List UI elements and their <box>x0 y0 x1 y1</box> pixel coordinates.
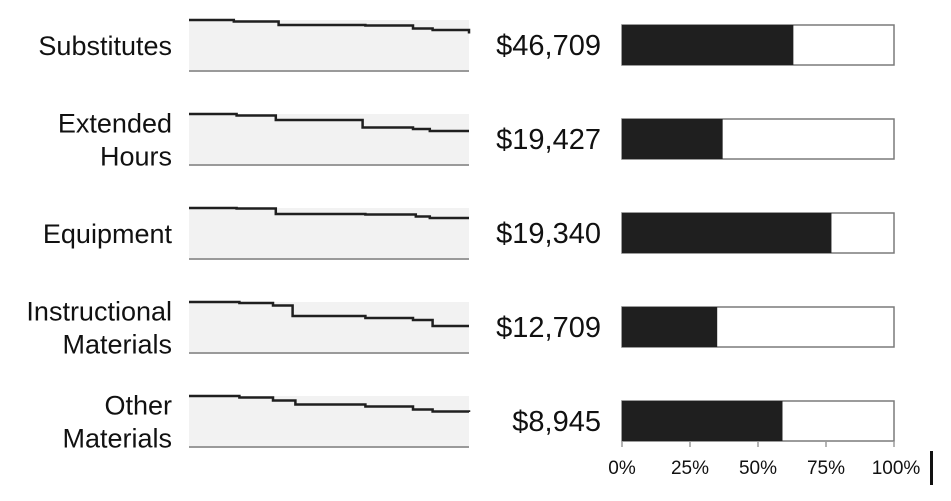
category-label: Hours <box>100 142 172 172</box>
sparkline-line <box>189 112 469 133</box>
sparkline-line <box>189 206 469 220</box>
category-label: Other <box>104 391 172 421</box>
x-tick-label: 100% <box>872 458 921 479</box>
x-axis: 0% 25% 50% 75% 100% <box>608 441 920 479</box>
category-label: Equipment <box>43 219 173 249</box>
sparkline-line <box>189 18 471 34</box>
category-label: Materials <box>62 424 172 454</box>
sparkline-line <box>189 394 471 413</box>
bar-fill <box>622 401 783 441</box>
category-label: Extended <box>58 109 172 139</box>
sparkline-background <box>189 302 469 352</box>
amount-label: $46,709 <box>496 30 601 62</box>
x-tick-label: 50% <box>739 458 777 479</box>
category-label: Substitutes <box>38 31 172 61</box>
text-cursor <box>930 451 933 485</box>
x-tick-label: 75% <box>807 458 845 479</box>
sparkline-background <box>189 114 469 164</box>
bar-fill <box>622 213 832 253</box>
x-tick-label: 25% <box>671 458 709 479</box>
amount-label: $8,945 <box>512 406 601 438</box>
sparkline-line <box>189 300 469 328</box>
x-tick-label: 0% <box>608 458 636 479</box>
chart-row: Equipment $19,340 <box>43 206 895 260</box>
amount-label: $12,709 <box>496 312 601 344</box>
category-label: Instructional <box>26 297 172 327</box>
bar-fill <box>622 307 718 347</box>
amount-label: $19,427 <box>496 124 601 156</box>
amount-label: $19,340 <box>496 218 601 250</box>
bar-fill <box>622 119 723 159</box>
bar-fill <box>622 25 794 65</box>
chart-row: Substitutes $46,709 <box>38 18 895 72</box>
category-label: Materials <box>62 330 172 360</box>
